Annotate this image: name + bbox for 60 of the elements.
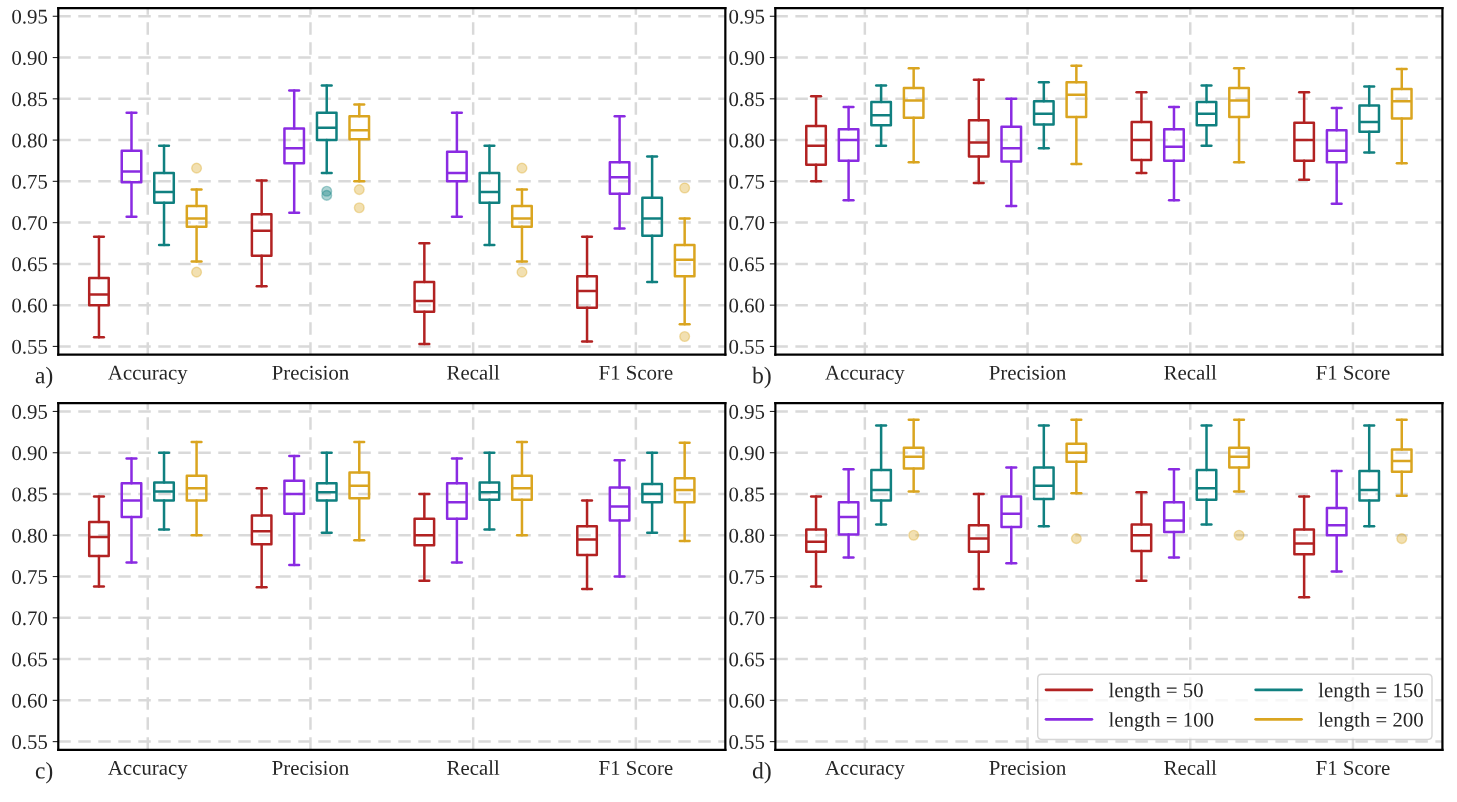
y-tick-label: 0.90 xyxy=(12,446,48,461)
x-tick-label: Accuracy xyxy=(108,760,188,780)
y-tick-label: 0.60 xyxy=(729,298,765,313)
y-tick-label: 0.90 xyxy=(12,50,48,66)
y-tick-label: 0.55 xyxy=(729,734,765,750)
y-tick-label: 0.80 xyxy=(12,528,48,543)
y-tick-label: 0.75 xyxy=(729,174,765,189)
y-tick-label: 0.65 xyxy=(12,257,48,272)
y-tick-label: 0.55 xyxy=(12,734,48,750)
y-tick-label: 0.70 xyxy=(12,611,48,626)
text: a) xyxy=(35,366,53,389)
y-tick-label: 0.85 xyxy=(12,92,48,107)
y-tick-label: 0.75 xyxy=(729,569,765,585)
y-tick-label: 0.65 xyxy=(729,257,765,272)
x-tick-label: Accuracy xyxy=(825,365,905,384)
text: c) xyxy=(35,762,53,784)
y-tick-label: 0.60 xyxy=(12,693,48,708)
x-tick-label: Accuracy xyxy=(108,365,188,384)
x-tick-label: Precision xyxy=(989,365,1066,380)
y-tick-label: 0.75 xyxy=(12,174,48,189)
y-tick-label: 0.80 xyxy=(729,528,765,543)
y-tick-label: 0.70 xyxy=(729,215,765,231)
y-tick-label: 0.95 xyxy=(12,404,48,419)
x-tick-label: Recall xyxy=(1164,365,1217,380)
x-tick-label: Recall xyxy=(1164,760,1217,775)
y-tick-label: 0.95 xyxy=(12,9,48,24)
x-tick-label: F1 Score xyxy=(599,365,673,380)
legend-label: length = 100 xyxy=(1108,712,1214,732)
x-tick-label: Precision xyxy=(272,760,349,775)
y-tick-label: 0.70 xyxy=(729,611,765,626)
legend-label: length = 200 xyxy=(1318,712,1423,732)
y-tick-label: 0.95 xyxy=(729,404,765,419)
y-tick-label: 0.85 xyxy=(729,92,765,107)
y-tick-label: 0.65 xyxy=(12,652,48,667)
y-tick-label: 0.60 xyxy=(12,298,48,313)
x-tick-label: Precision xyxy=(272,365,349,380)
y-tick-label: 0.80 xyxy=(729,133,765,148)
x-tick-label: Recall xyxy=(447,365,500,380)
y-tick-label: 0.90 xyxy=(729,446,765,461)
x-tick-label: F1 Score xyxy=(599,760,673,775)
x-tick-label: Recall xyxy=(447,760,500,775)
y-tick-label: 0.85 xyxy=(12,487,48,502)
text: d) xyxy=(752,762,771,784)
x-tick-label: F1 Score xyxy=(1316,760,1390,775)
x-tick-label: Precision xyxy=(989,760,1066,775)
y-tick-label: 0.95 xyxy=(729,9,765,24)
y-tick-label: 0.55 xyxy=(729,339,765,354)
legend-label: length = 50 xyxy=(1108,682,1203,702)
legend-label: length = 150 xyxy=(1318,682,1423,702)
x-tick-label: Accuracy xyxy=(825,760,905,780)
y-tick-label: 0.55 xyxy=(12,339,48,354)
y-tick-label: 0.85 xyxy=(729,487,765,502)
y-tick-label: 0.60 xyxy=(729,693,765,708)
y-tick-label: 0.70 xyxy=(12,215,48,231)
y-tick-label: 0.80 xyxy=(12,133,48,148)
y-tick-label: 0.75 xyxy=(12,569,48,585)
y-tick-label: 0.90 xyxy=(729,50,765,66)
y-tick-label: 0.65 xyxy=(729,652,765,667)
x-tick-label: F1 Score xyxy=(1316,365,1390,380)
text: b) xyxy=(752,366,771,389)
